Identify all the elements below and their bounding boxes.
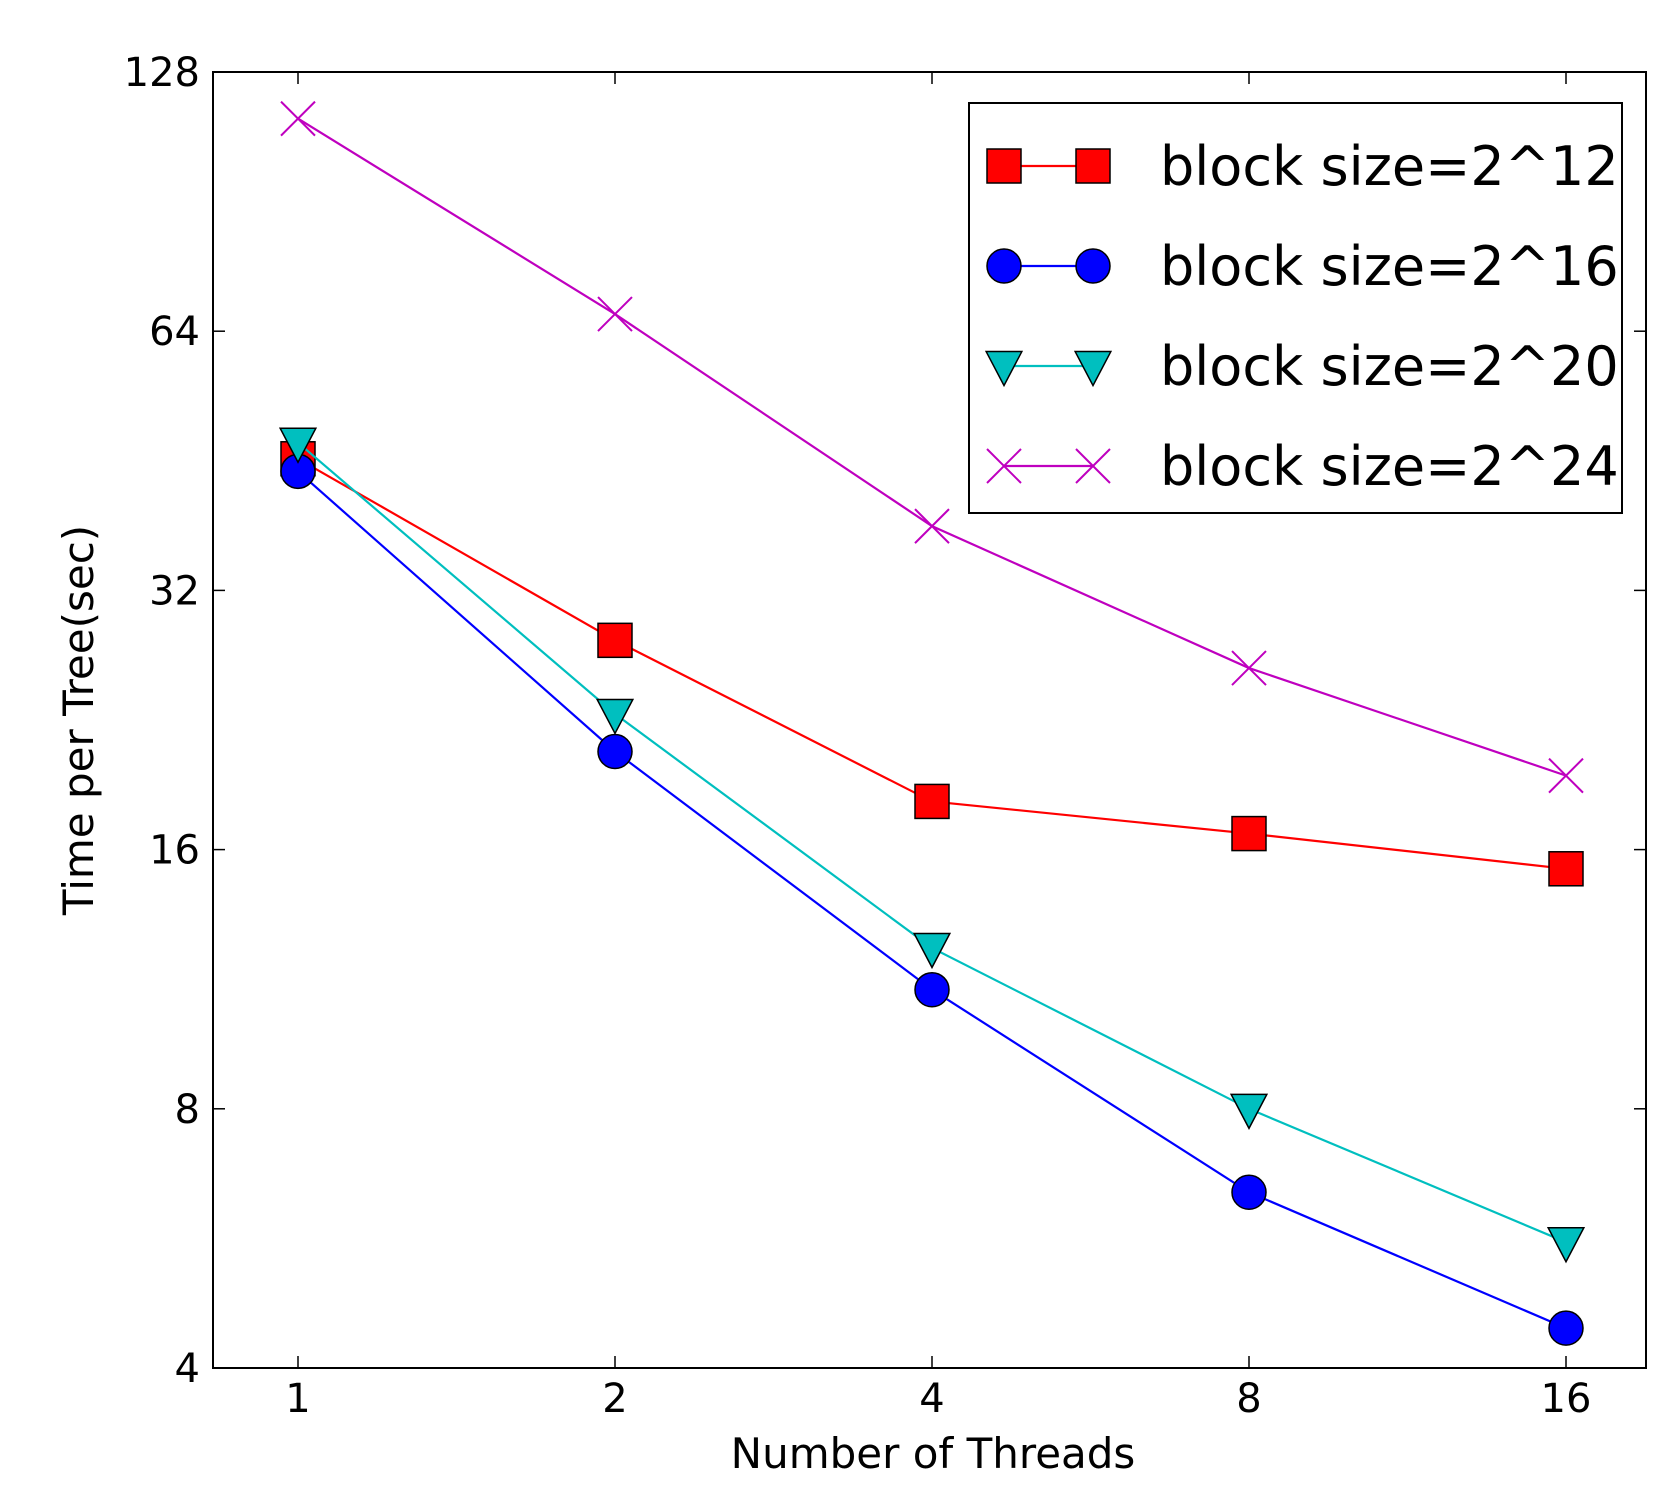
- data-point: [597, 622, 633, 659]
- series-3: [278, 427, 1586, 1264]
- legend-marker: [986, 448, 1022, 484]
- legend-label: block size=2^16: [1160, 235, 1619, 298]
- data-point: [912, 932, 952, 970]
- data-point: [914, 783, 950, 820]
- y-tick-label: 128: [124, 50, 200, 96]
- legend-label: block size=2^12: [1160, 135, 1619, 198]
- series-line: [297, 470, 1567, 1330]
- data-point: [597, 296, 633, 332]
- y-tick-label: 16: [149, 828, 200, 874]
- data-point: [1231, 1174, 1267, 1210]
- y-tick-label: 8: [175, 1087, 200, 1133]
- legend-marker: [984, 350, 1024, 388]
- y-tick-label: 32: [149, 568, 200, 614]
- data-point: [280, 100, 316, 137]
- data-point: [1231, 650, 1267, 686]
- data-point: [1231, 815, 1267, 852]
- legend: block size=2^12 block size=2^16 block size…: [968, 102, 1623, 514]
- data-point: [278, 427, 318, 464]
- legend-entry: block size=2^12: [986, 135, 1619, 198]
- legend-marker: [986, 148, 1022, 184]
- data-point: [1229, 1093, 1269, 1130]
- series-2: [280, 453, 1584, 1346]
- legend-marker: [1075, 248, 1111, 284]
- series-layer: [278, 100, 1586, 1346]
- data-point: [595, 698, 635, 736]
- x-axis-title: Number of Threads: [731, 1429, 1136, 1478]
- x-tick-label: 4: [919, 1376, 944, 1422]
- x-tick-label: 2: [602, 1376, 627, 1422]
- legend-entry: block size=2^24: [986, 435, 1619, 498]
- legend-marker: [1075, 448, 1111, 484]
- y-tick-label: 4: [175, 1346, 200, 1392]
- legend-marker: [1073, 350, 1113, 388]
- x-tick-label: 1: [285, 1376, 310, 1422]
- x-tick-label: 16: [1541, 1376, 1592, 1422]
- legend-marker: [1075, 148, 1111, 184]
- y-tick-label: 64: [149, 309, 200, 355]
- data-point: [597, 733, 633, 770]
- series-4: [280, 100, 1584, 794]
- series-line: [297, 441, 1567, 1244]
- x-tick-label: 8: [1236, 1376, 1261, 1422]
- data-point: [1548, 851, 1584, 887]
- data-point: [914, 971, 950, 1008]
- data-point: [1546, 1226, 1586, 1264]
- legend-entry: block size=2^16: [986, 235, 1619, 298]
- legend-entry: block size=2^20: [984, 335, 1619, 398]
- plot-frame: [212, 71, 1647, 1369]
- data-point: [914, 508, 950, 544]
- data-point: [1548, 757, 1584, 794]
- ticks-layer: 1 2 4 8 16 4 8 16 32 64 128: [124, 50, 1646, 1422]
- legend-label: block size=2^24: [1160, 435, 1619, 498]
- y-axis-title: Time per Tree(sec): [54, 525, 103, 916]
- data-point: [1548, 1310, 1584, 1346]
- legend-marker: [986, 248, 1022, 284]
- legend-label: block size=2^20: [1160, 335, 1619, 398]
